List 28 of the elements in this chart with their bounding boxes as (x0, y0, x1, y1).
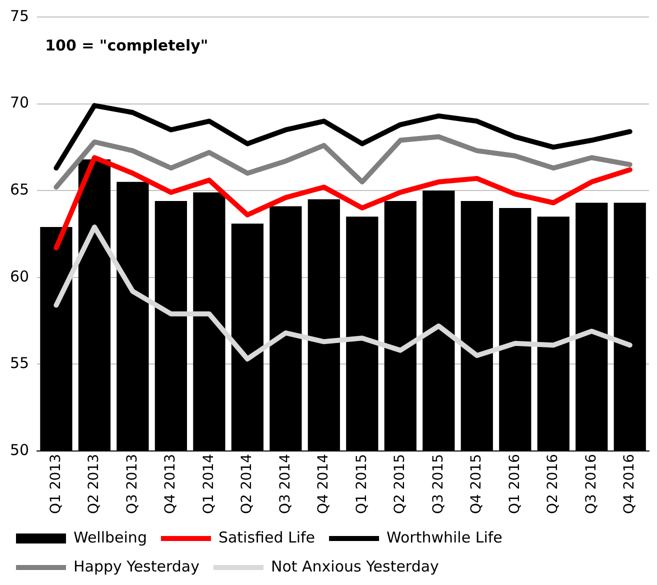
x-tick-label: Q3 2014 (277, 454, 294, 514)
x-tick-label: Q3 2016 (583, 454, 600, 514)
x-tick-label: Q1 2014 (200, 454, 217, 514)
legend-label: Wellbeing (74, 528, 147, 546)
y-tick-label: 55 (10, 354, 30, 372)
x-tick-label: Q4 2016 (622, 454, 638, 514)
x-tick-label: Q4 2013 (162, 454, 179, 514)
y-tick-label: 70 (10, 94, 30, 112)
annotation: 100 = "completely" (45, 36, 208, 54)
legend-label: Not Anxious Yesterday (270, 557, 440, 576)
x-tick-label: Q4 2014 (316, 454, 332, 514)
legend-label: Satisfied Life (218, 528, 316, 546)
y-tick-label: 60 (10, 267, 30, 286)
legend-label: Worthwhile Life (386, 528, 502, 546)
x-tick-label: Q1 2013 (48, 454, 64, 514)
x-tick-label: Q4 2015 (468, 454, 485, 514)
y-tick-label: 65 (10, 180, 30, 198)
x-tick-label: Q2 2014 (239, 454, 256, 514)
x-tick-label: Q1 2015 (354, 454, 370, 514)
y-tick-label: 50 (10, 440, 30, 459)
x-tick-label: Q1 2016 (506, 454, 523, 514)
legend-label: Happy Yesterday (74, 557, 200, 576)
y-tick-label: 75 (10, 6, 30, 25)
x-tick-label: Q2 2013 (86, 454, 102, 514)
x-tick-label: Q2 2016 (545, 454, 562, 514)
x-tick-label: Q3 2013 (124, 454, 140, 514)
x-tick-label: Q3 2015 (430, 454, 446, 514)
x-tick-label: Q2 2015 (392, 454, 408, 514)
